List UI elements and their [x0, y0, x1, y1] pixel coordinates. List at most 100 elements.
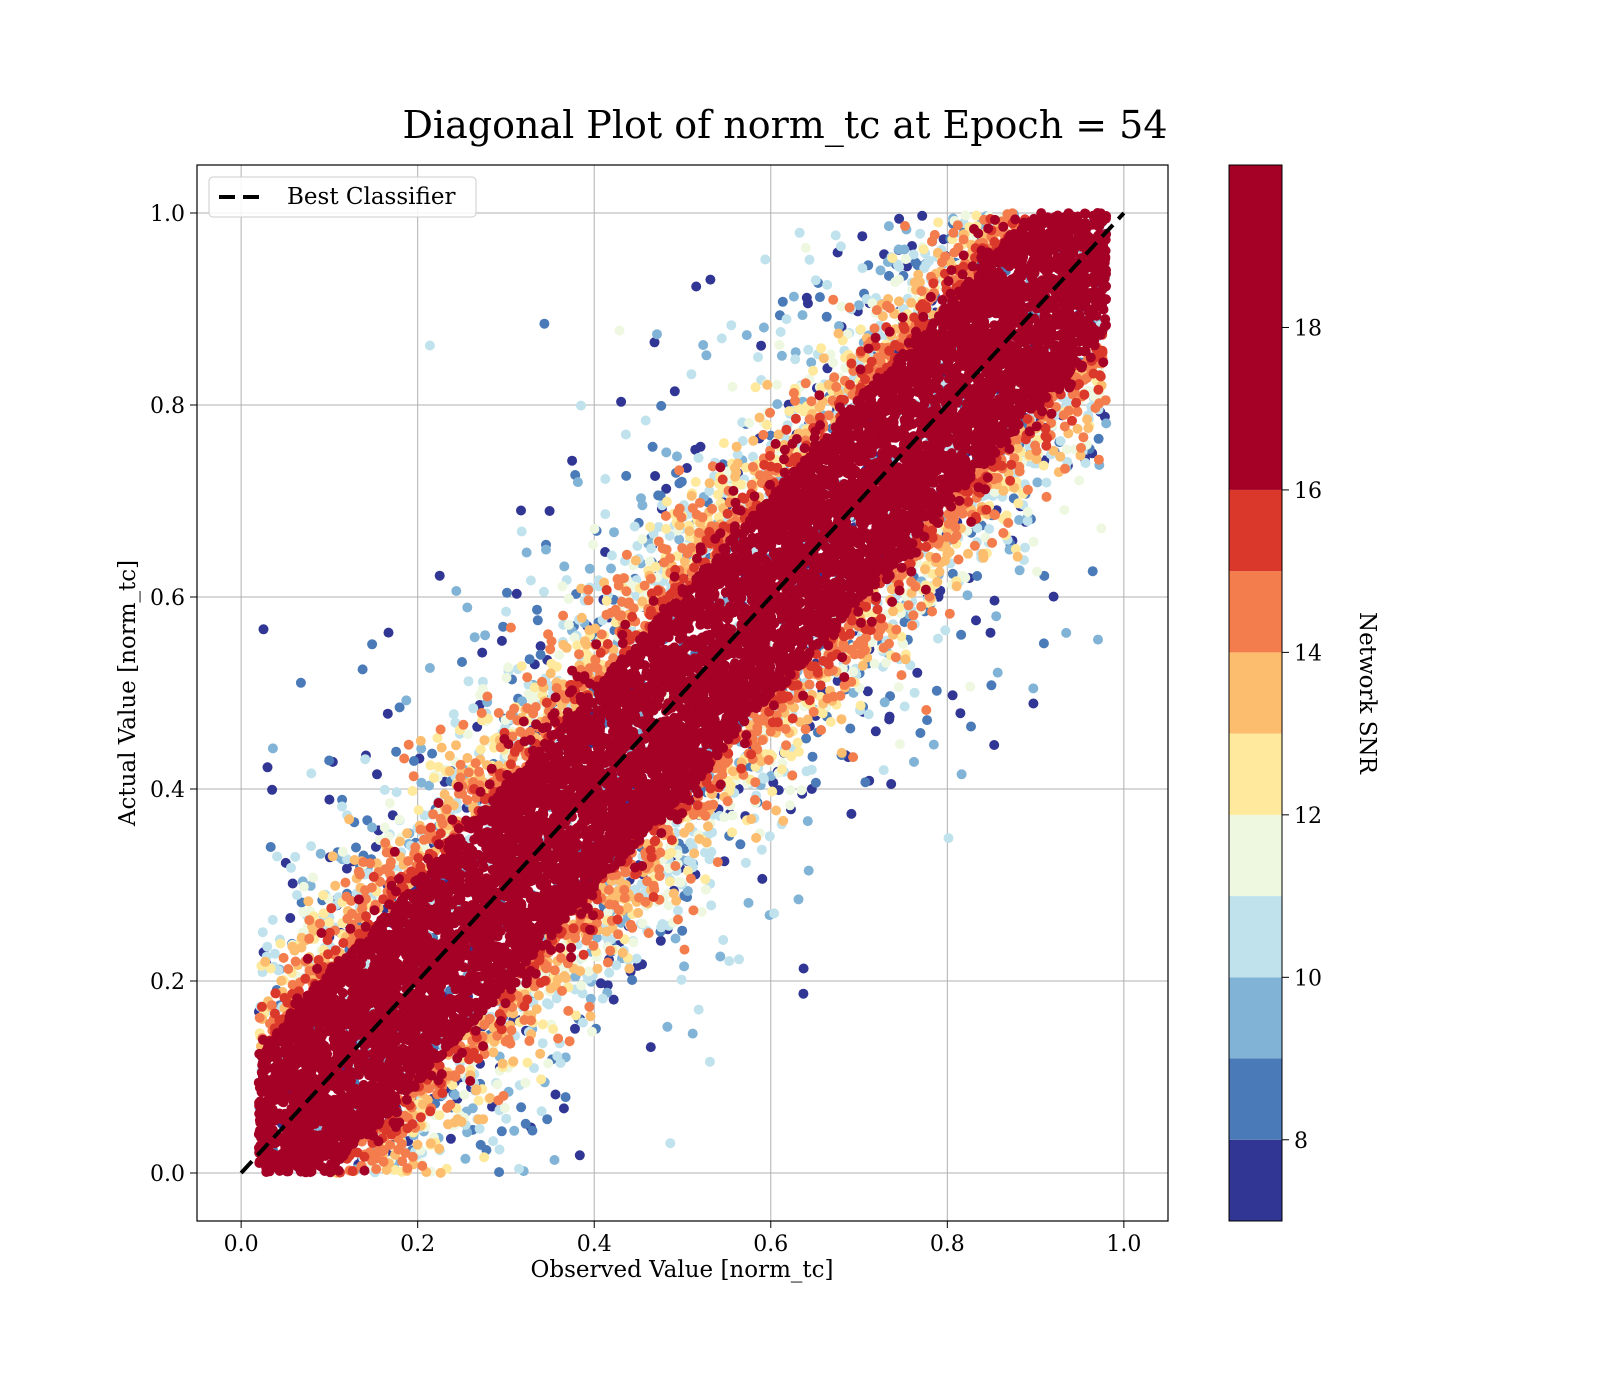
scatter-point: [278, 952, 289, 963]
scatter-point: [846, 808, 857, 819]
scatter-point: [267, 914, 278, 925]
scatter-point: [685, 873, 696, 884]
scatter-point: [384, 798, 395, 809]
scatter-point: [932, 576, 943, 587]
scatter-point: [771, 379, 782, 390]
scatter-point: [931, 685, 942, 696]
scatter-point: [462, 602, 473, 613]
scatter-point: [624, 597, 634, 608]
scatter-point: [746, 479, 757, 490]
scatter-point: [750, 794, 760, 805]
scatter-point: [676, 476, 687, 487]
scatter-point: [870, 726, 881, 737]
scatter-point: [694, 834, 705, 844]
scatter-point: [955, 708, 966, 719]
scatter-point: [344, 814, 355, 825]
scatter-point: [295, 677, 306, 688]
scatter-point: [296, 942, 307, 953]
scatter-point: [468, 703, 479, 714]
scatter-point: [473, 1114, 484, 1125]
scatter-point: [515, 726, 526, 737]
scatter-point: [1048, 591, 1059, 602]
scatter-point: [966, 721, 976, 732]
scatter-point: [684, 526, 695, 537]
scatter-point: [727, 827, 738, 838]
scatter-point: [998, 528, 1009, 538]
scatter-point: [394, 836, 405, 847]
scatter-point: [992, 473, 1003, 483]
scatter-point: [535, 1048, 546, 1059]
scatter-point: [962, 590, 973, 601]
scatter-point: [855, 636, 866, 647]
scatter-point: [685, 837, 696, 848]
scatter-point: [379, 822, 390, 833]
scatter-point: [539, 318, 550, 329]
scatter-point: [456, 1116, 467, 1127]
scatter-point: [444, 766, 455, 777]
scatter-point: [425, 760, 436, 771]
scatter-point: [637, 918, 648, 929]
scatter-point: [306, 841, 317, 852]
scatter-point: [828, 294, 839, 305]
scatter-point: [258, 624, 269, 635]
scatter-point: [844, 302, 855, 313]
scatter-point: [909, 756, 919, 767]
scatter-point: [665, 553, 676, 564]
scatter-point: [532, 615, 543, 626]
scatter-point: [763, 755, 774, 765]
scatter-point: [506, 1025, 517, 1036]
scatter-point: [544, 506, 555, 516]
scatter-point: [432, 733, 443, 743]
scatter-point: [920, 564, 930, 575]
scatter-point: [665, 1138, 676, 1149]
scatter-point: [428, 809, 439, 820]
scatter-point: [600, 474, 611, 484]
scatter-point: [921, 705, 932, 715]
scatter-point: [655, 847, 666, 858]
scatter-point: [652, 329, 662, 340]
scatter-point: [605, 945, 616, 956]
scatter-point: [1076, 442, 1086, 453]
scatter-point: [991, 611, 1002, 622]
scatter-point: [337, 846, 348, 857]
scatter-point: [617, 947, 628, 958]
scatter-point: [622, 902, 633, 913]
scatter-point: [647, 441, 658, 452]
scatter-point: [670, 933, 681, 944]
scatter-point: [806, 396, 817, 407]
scatter-point: [549, 1155, 560, 1165]
scatter-point: [541, 544, 551, 555]
scatter-point: [899, 701, 910, 712]
scatter-point: [436, 742, 447, 753]
scatter-point: [661, 544, 672, 555]
scatter-point: [520, 1118, 531, 1129]
scatter-point: [337, 801, 347, 812]
scatter-point: [619, 884, 630, 895]
scatter-point: [409, 756, 419, 766]
scatter-point: [645, 573, 656, 584]
scatter-point: [801, 733, 812, 744]
scatter-point: [304, 933, 315, 944]
scatter-point: [557, 581, 568, 592]
scatter-point: [836, 747, 847, 758]
scatter-point: [473, 1095, 484, 1106]
scatter-point: [890, 652, 901, 663]
scatter-point: [949, 513, 960, 524]
scatter-point: [324, 794, 335, 805]
scatter-point: [653, 490, 664, 501]
scatter-point: [500, 1036, 511, 1047]
scatter-point: [944, 608, 955, 619]
scatter-point: [616, 396, 627, 407]
scatter-point: [972, 571, 983, 581]
scatter-point: [758, 429, 769, 440]
scatter-point: [978, 548, 988, 559]
scatter-point: [1101, 418, 1112, 429]
scatter-point: [524, 654, 535, 665]
scatter-point: [519, 1015, 530, 1025]
scatter-point: [963, 548, 973, 559]
scatter-point: [272, 851, 283, 862]
scatter-point: [804, 414, 815, 425]
scatter-point: [985, 627, 996, 638]
scatter-point: [684, 822, 695, 833]
